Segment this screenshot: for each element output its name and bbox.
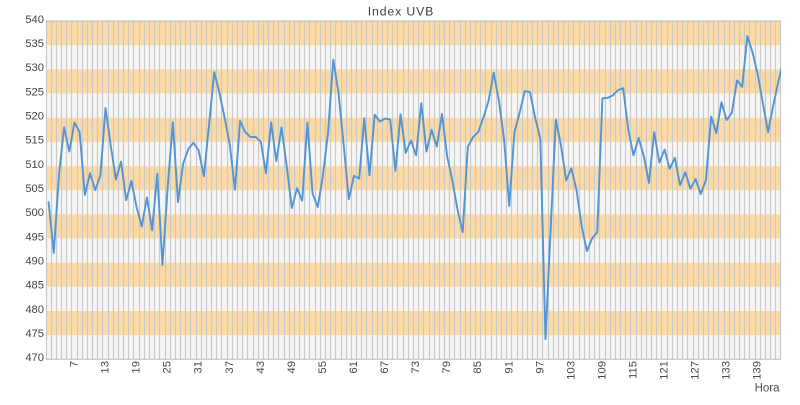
svg-text:480: 480 <box>25 304 44 316</box>
svg-text:Hora: Hora <box>755 383 781 395</box>
svg-text:37: 37 <box>224 361 236 374</box>
svg-text:Index UVB: Index UVB <box>368 4 434 18</box>
svg-text:515: 515 <box>25 135 44 147</box>
svg-text:25: 25 <box>162 361 174 374</box>
svg-text:495: 495 <box>25 231 44 243</box>
svg-text:475: 475 <box>25 328 44 340</box>
svg-text:485: 485 <box>25 280 44 292</box>
svg-text:43: 43 <box>255 361 267 374</box>
svg-text:510: 510 <box>25 159 44 171</box>
svg-text:91: 91 <box>503 361 515 374</box>
svg-text:7: 7 <box>68 361 80 367</box>
svg-text:97: 97 <box>534 361 546 374</box>
svg-text:540: 540 <box>25 14 44 26</box>
svg-text:73: 73 <box>410 361 422 374</box>
svg-text:133: 133 <box>721 361 733 380</box>
svg-text:121: 121 <box>659 361 671 380</box>
svg-text:19: 19 <box>131 361 143 374</box>
svg-text:139: 139 <box>752 361 764 380</box>
svg-text:61: 61 <box>348 361 360 374</box>
svg-text:67: 67 <box>379 361 391 374</box>
svg-text:109: 109 <box>596 361 608 380</box>
svg-text:505: 505 <box>25 183 44 195</box>
svg-text:79: 79 <box>441 361 453 374</box>
svg-text:115: 115 <box>627 361 639 379</box>
svg-text:520: 520 <box>25 110 44 122</box>
svg-text:13: 13 <box>100 361 112 374</box>
svg-text:470: 470 <box>25 352 44 364</box>
svg-text:103: 103 <box>565 361 577 380</box>
svg-text:55: 55 <box>317 361 329 374</box>
svg-text:500: 500 <box>25 207 44 219</box>
svg-text:49: 49 <box>286 361 298 374</box>
svg-text:525: 525 <box>25 86 44 98</box>
svg-text:535: 535 <box>25 38 44 50</box>
svg-text:31: 31 <box>193 361 205 374</box>
svg-text:530: 530 <box>25 62 44 74</box>
svg-text:127: 127 <box>690 361 702 380</box>
svg-text:85: 85 <box>472 361 484 374</box>
svg-text:490: 490 <box>25 255 44 267</box>
